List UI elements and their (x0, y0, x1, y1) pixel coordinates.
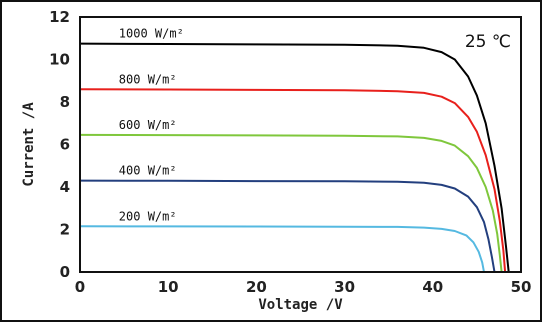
plot-frame (79, 16, 522, 273)
x-tick-label-5: 50 (511, 278, 532, 296)
series-label-0: 1000 W/m² (119, 27, 184, 41)
series-line-0 (79, 42, 510, 273)
x-tick-label-1: 10 (158, 278, 179, 296)
x-tick-label-2: 20 (246, 278, 267, 296)
y-tick-label-4: 8 (60, 93, 70, 111)
y-tick-label-2: 4 (60, 178, 70, 196)
series-label-3: 400 W/m² (119, 164, 177, 178)
x-tick-label-3: 30 (334, 278, 355, 296)
y-tick-label-3: 6 (60, 136, 70, 154)
axis-ticks: 0 10 20 30 40 50 0 2 4 6 8 10 12 (49, 8, 531, 296)
series-labels: 1000 W/m² 800 W/m² 600 W/m² 400 W/m² 200 W/m… (119, 27, 184, 224)
y-tick-label-5: 10 (49, 51, 70, 69)
series-line-2 (79, 133, 503, 273)
series-line-1 (79, 88, 507, 273)
x-tick-label-4: 40 (422, 278, 443, 296)
series-group (79, 42, 510, 273)
temperature-annotation: 25 ℃ (465, 32, 511, 52)
y-tick-label-1: 2 (60, 221, 70, 239)
y-tick-label-6: 12 (49, 8, 70, 26)
series-line-4 (79, 225, 485, 273)
series-label-1: 800 W/m² (119, 72, 177, 86)
series-label-4: 200 W/m² (119, 209, 177, 223)
series-line-3 (79, 179, 496, 273)
y-axis-label: Current /A (21, 102, 37, 187)
y-tick-label-0: 0 (60, 263, 70, 281)
x-axis-label: Voltage /V (258, 297, 343, 313)
x-tick-label-0: 0 (75, 278, 85, 296)
series-label-2: 600 W/m² (119, 118, 177, 132)
